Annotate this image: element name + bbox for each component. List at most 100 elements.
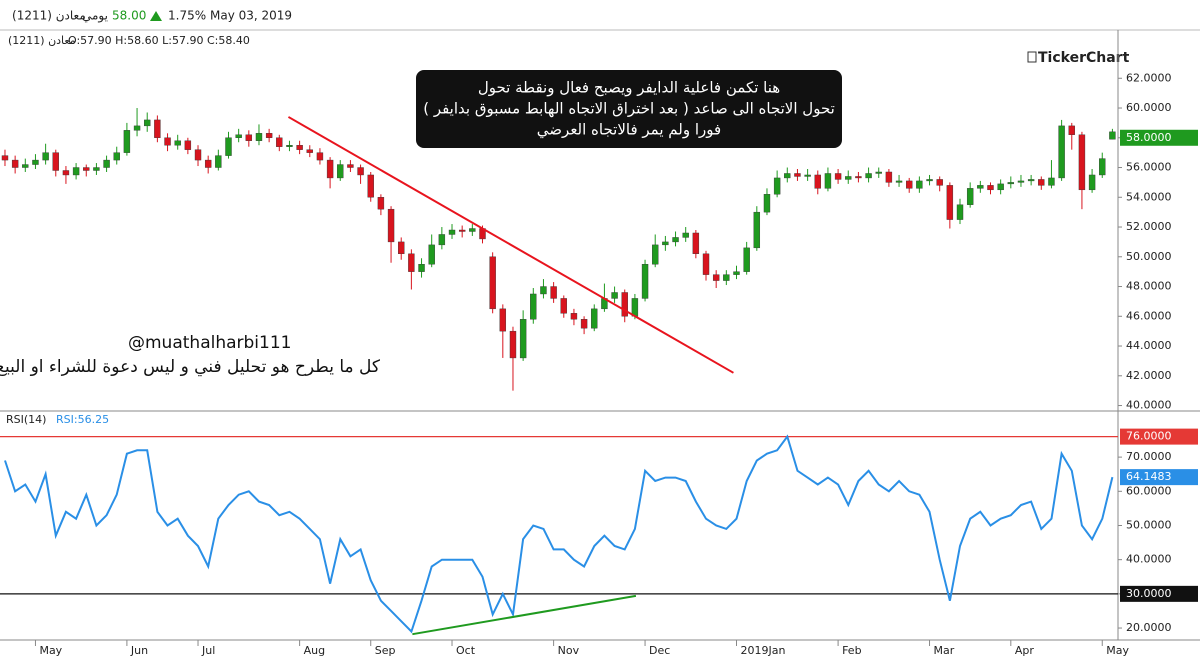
x-tick-label: Sep bbox=[375, 644, 396, 657]
candle-body bbox=[1058, 125, 1065, 179]
candle-body bbox=[692, 232, 700, 255]
header-price: 58.00 bbox=[112, 9, 146, 23]
rsi-last-label: 64.1483 bbox=[1126, 470, 1172, 483]
candle-body bbox=[499, 308, 507, 332]
candle-body bbox=[418, 264, 425, 272]
candle-body bbox=[997, 183, 1004, 191]
y-tick-label: 42.0000 bbox=[1126, 369, 1172, 382]
candle-body bbox=[154, 119, 161, 138]
x-tick-label: May bbox=[1106, 644, 1129, 657]
y-tick-label: 54.0000 bbox=[1126, 190, 1172, 203]
candle-body bbox=[763, 194, 771, 213]
candle-body bbox=[855, 176, 862, 179]
candle-body bbox=[895, 180, 903, 183]
candle-body bbox=[387, 208, 395, 243]
candle-body bbox=[1038, 179, 1045, 186]
y-tick-label: 50.0000 bbox=[1126, 518, 1172, 531]
candle-body bbox=[1017, 180, 1025, 183]
candle-body bbox=[956, 204, 964, 220]
candle-body bbox=[631, 298, 639, 317]
last-price-label: 58.0000 bbox=[1126, 131, 1172, 144]
candle-body bbox=[184, 140, 192, 150]
candle-body bbox=[93, 167, 100, 171]
x-tick-label: Mar bbox=[934, 644, 955, 657]
candle-body bbox=[337, 164, 344, 179]
trend-line bbox=[287, 116, 734, 374]
candle-body bbox=[906, 180, 913, 189]
candle-body bbox=[834, 173, 842, 180]
rsi-name: RSI(14) bbox=[6, 413, 46, 426]
candle-body bbox=[885, 171, 893, 183]
candle-body bbox=[723, 274, 730, 281]
candle-body bbox=[174, 140, 181, 146]
x-tick-label: Jun bbox=[130, 644, 148, 657]
candle-body bbox=[458, 229, 466, 232]
annotation-text: ( بعد اختراق الاتجاه الهابط مسبوق بدايفر… bbox=[423, 100, 835, 118]
y-tick-label: 20.0000 bbox=[1126, 621, 1172, 634]
legend-ohlc: O:57.90 H:58.60 L:57.90 C:58.40 bbox=[68, 34, 250, 47]
candle-body bbox=[133, 125, 141, 131]
candle-body bbox=[225, 137, 232, 156]
candle-body bbox=[286, 145, 293, 147]
candle-body bbox=[591, 308, 598, 329]
candle-body bbox=[438, 234, 446, 246]
candle-body bbox=[144, 119, 151, 127]
y-tick-label: 50.0000 bbox=[1126, 250, 1172, 263]
annotation-text: فورا ولم يمر فالاتجاه العرضي bbox=[537, 121, 721, 140]
candle-body bbox=[662, 241, 669, 246]
y-tick-label: 48.0000 bbox=[1126, 280, 1172, 293]
watermark-disclaimer: كل ما يطرح هو تحليل فني و ليس دعوة للشرا… bbox=[0, 357, 381, 377]
rsi-line bbox=[4, 434, 1114, 634]
y-tick-label: 40.0000 bbox=[1126, 553, 1172, 566]
legend-symbol: معادن (1211) bbox=[8, 34, 76, 47]
candle-body bbox=[296, 145, 303, 150]
y-tick-label: 46.0000 bbox=[1126, 309, 1172, 322]
candle-body bbox=[672, 237, 679, 243]
header-symbol: معادن (1211) bbox=[12, 9, 86, 23]
rsi-value: RSI:56.25 bbox=[56, 413, 109, 426]
candle-body bbox=[550, 286, 557, 299]
candle-body bbox=[265, 133, 273, 138]
candle-body bbox=[1007, 182, 1015, 185]
candle-body bbox=[164, 137, 171, 146]
x-tick-label: Nov bbox=[558, 644, 580, 657]
level-box bbox=[1120, 428, 1198, 445]
candle-body bbox=[824, 173, 832, 189]
candle-body bbox=[469, 228, 476, 232]
rsi-last-box bbox=[1120, 469, 1198, 486]
candle-body bbox=[316, 152, 324, 161]
candle-body bbox=[62, 170, 70, 176]
x-tick-label: 2019Jan bbox=[740, 644, 785, 657]
watermark-handle: @muathalharbi111 bbox=[128, 333, 291, 353]
candle-body bbox=[32, 159, 39, 165]
candle-body bbox=[712, 274, 720, 281]
candle-body bbox=[245, 134, 253, 141]
candle-body bbox=[865, 173, 872, 179]
annotation-text: هنا تكمن فاعلية الدايفر ويصبح فعال ونقطة… bbox=[478, 79, 780, 97]
candle-body bbox=[357, 167, 364, 176]
level-label: 30.0000 bbox=[1126, 587, 1172, 600]
candle-body bbox=[702, 253, 710, 275]
candle-body bbox=[42, 152, 49, 161]
candle-body bbox=[428, 244, 435, 265]
candle-body bbox=[743, 247, 750, 272]
header-period: يومي bbox=[82, 9, 108, 24]
candle-body bbox=[845, 176, 852, 180]
candle-body bbox=[448, 229, 456, 235]
candle-body bbox=[1078, 134, 1086, 191]
candle-body bbox=[11, 159, 19, 168]
candle-body bbox=[367, 174, 374, 198]
candle-body bbox=[936, 179, 943, 186]
candle-body bbox=[611, 292, 618, 299]
candle-body bbox=[1, 155, 9, 161]
candle-body bbox=[987, 185, 994, 191]
y-tick-label: 70.0000 bbox=[1126, 450, 1172, 463]
candle-body bbox=[1109, 131, 1116, 140]
candle-body bbox=[103, 159, 110, 168]
candle-body bbox=[753, 211, 761, 249]
candle-body bbox=[326, 159, 334, 179]
candle-body bbox=[408, 253, 415, 272]
candle-body bbox=[123, 130, 131, 153]
candle-body bbox=[916, 180, 923, 189]
candle-body bbox=[398, 241, 405, 255]
